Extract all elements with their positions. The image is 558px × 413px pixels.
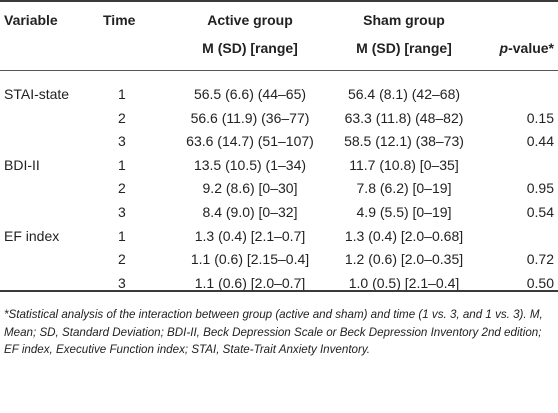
cell-sham: 56.4 (8.1) (42–68) <box>347 86 461 102</box>
cell-active: 1.1 (0.6) [2.0–0.7] <box>194 275 306 291</box>
cell-time: 2 <box>118 110 126 126</box>
cell-active: 1.1 (0.6) [2.15–0.4] <box>190 251 310 267</box>
cell-time: 3 <box>118 133 126 149</box>
cell-pvalue: 0.44 <box>526 133 554 149</box>
cell-time: 1 <box>118 228 126 244</box>
cell-sham: 1.2 (0.6) [2.0–0.35] <box>344 251 464 267</box>
top-rule <box>0 0 558 2</box>
cell-active: 1.3 (0.4) [2.1–0.7] <box>194 228 306 244</box>
header-variable: Variable <box>4 12 58 28</box>
cell-active: 9.2 (8.6) [0–30] <box>202 180 298 196</box>
cell-sham: 1.0 (0.5) [2.1–0.4] <box>348 275 460 291</box>
cell-variable: EF index <box>4 228 60 244</box>
header-sham-subheader: M (SD) [range] <box>356 40 452 56</box>
cell-time: 3 <box>118 275 126 291</box>
cell-pvalue: 0.15 <box>526 110 554 126</box>
cell-time: 1 <box>118 157 126 173</box>
cell-active: 8.4 (9.0) [0–32] <box>202 204 298 220</box>
cell-pvalue: 0.72 <box>526 251 554 267</box>
cell-active: 63.6 (14.7) (51–107) <box>186 133 314 149</box>
bottom-rule <box>0 290 558 292</box>
header-active-subheader: M (SD) [range] <box>202 40 298 56</box>
cell-sham: 7.8 (6.2) [0–19] <box>356 180 452 196</box>
cell-variable: BDI-II <box>4 157 40 173</box>
header-pvalue: p-value* <box>470 40 554 56</box>
cell-time: 2 <box>118 180 126 196</box>
header-active-group: Active group <box>207 12 293 28</box>
footnote: *Statistical analysis of the interaction… <box>4 308 543 357</box>
cell-sham: 1.3 (0.4) [2.0–0.68] <box>344 228 464 244</box>
cell-sham: 4.9 (5.5) [0–19] <box>356 204 452 220</box>
header-pvalue-rest: -value* <box>508 40 554 56</box>
header-sham-group: Sham group <box>363 12 445 28</box>
cell-time: 1 <box>118 86 126 102</box>
cell-pvalue: 0.50 <box>526 275 554 291</box>
cell-active: 56.5 (6.6) (44–65) <box>193 86 307 102</box>
header-time: Time <box>103 12 136 28</box>
cell-time: 3 <box>118 204 126 220</box>
cell-time: 2 <box>118 251 126 267</box>
cell-variable: STAI-state <box>4 86 70 102</box>
cell-active: 56.6 (11.9) (36–77) <box>190 110 310 126</box>
cell-sham: 11.7 (10.8) [0–35] <box>349 157 459 173</box>
header-pvalue-p: p <box>499 40 509 56</box>
cell-sham: 63.3 (11.8) (48–82) <box>344 110 464 126</box>
cell-pvalue: 0.54 <box>526 204 554 220</box>
cell-pvalue: 0.95 <box>526 180 554 196</box>
cell-active: 13.5 (10.5) (1–34) <box>193 157 307 173</box>
cell-sham: 58.5 (12.1) (38–73) <box>344 133 464 149</box>
header-rule <box>0 70 558 71</box>
